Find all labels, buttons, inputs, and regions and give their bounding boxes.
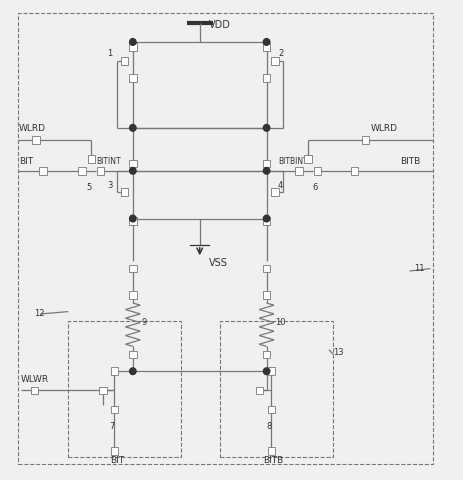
Text: BIT: BIT <box>110 456 124 465</box>
Bar <box>39 167 46 175</box>
Bar <box>220 321 333 457</box>
Bar <box>111 406 118 413</box>
Bar <box>263 160 270 168</box>
Text: WLRD: WLRD <box>369 124 396 133</box>
Text: BITB: BITB <box>263 456 282 465</box>
Bar <box>120 57 128 65</box>
Text: 5: 5 <box>87 183 92 192</box>
Text: BITBINT: BITBINT <box>277 156 307 166</box>
Text: BIT: BIT <box>19 156 33 166</box>
Circle shape <box>263 168 269 174</box>
Bar <box>267 447 274 455</box>
Bar <box>263 43 270 50</box>
Bar <box>256 386 263 394</box>
Bar <box>270 189 278 196</box>
Bar <box>263 74 270 82</box>
Bar <box>120 189 128 196</box>
Bar <box>129 74 136 82</box>
Bar <box>129 160 136 168</box>
Text: VSS: VSS <box>208 258 227 268</box>
Bar <box>263 291 270 299</box>
Bar <box>78 167 86 175</box>
Text: 10: 10 <box>274 318 285 327</box>
Circle shape <box>263 215 269 222</box>
Bar <box>313 167 320 175</box>
Text: 8: 8 <box>266 421 271 431</box>
Text: 9: 9 <box>141 318 146 327</box>
Bar <box>361 136 369 144</box>
Bar <box>350 167 357 175</box>
Text: 11: 11 <box>413 264 424 273</box>
Bar <box>270 57 278 65</box>
Bar <box>267 367 274 375</box>
Text: 4: 4 <box>277 180 283 190</box>
Text: 6: 6 <box>312 183 318 192</box>
Bar <box>97 167 104 175</box>
Circle shape <box>129 368 136 374</box>
Bar <box>129 291 136 299</box>
Circle shape <box>129 124 136 131</box>
Bar <box>263 217 270 225</box>
Text: 12: 12 <box>34 309 44 318</box>
Bar <box>32 136 39 144</box>
Bar <box>111 367 118 375</box>
Bar <box>99 386 106 394</box>
Text: 13: 13 <box>333 348 344 357</box>
Text: VDD: VDD <box>208 20 230 30</box>
Bar <box>263 265 270 273</box>
Bar <box>31 386 38 394</box>
Text: 2: 2 <box>277 49 283 58</box>
Bar <box>129 265 136 273</box>
Bar <box>294 167 302 175</box>
Bar <box>263 351 270 359</box>
Bar <box>304 155 311 163</box>
Circle shape <box>263 124 269 131</box>
Text: 7: 7 <box>110 421 115 431</box>
Bar <box>129 351 136 359</box>
Bar <box>267 406 274 413</box>
Bar <box>129 43 136 50</box>
Circle shape <box>129 215 136 222</box>
Bar <box>129 217 136 225</box>
Circle shape <box>263 368 269 374</box>
Circle shape <box>263 38 269 45</box>
Text: 3: 3 <box>107 180 113 190</box>
Text: BITINT: BITINT <box>96 156 120 166</box>
Text: 1: 1 <box>107 49 113 58</box>
Bar <box>68 321 181 457</box>
Text: WLWR: WLWR <box>21 375 49 384</box>
Circle shape <box>129 38 136 45</box>
Circle shape <box>129 168 136 174</box>
Text: WLRD: WLRD <box>19 124 46 133</box>
Bar <box>111 447 118 455</box>
Bar <box>88 155 95 163</box>
Text: BITB: BITB <box>400 156 419 166</box>
